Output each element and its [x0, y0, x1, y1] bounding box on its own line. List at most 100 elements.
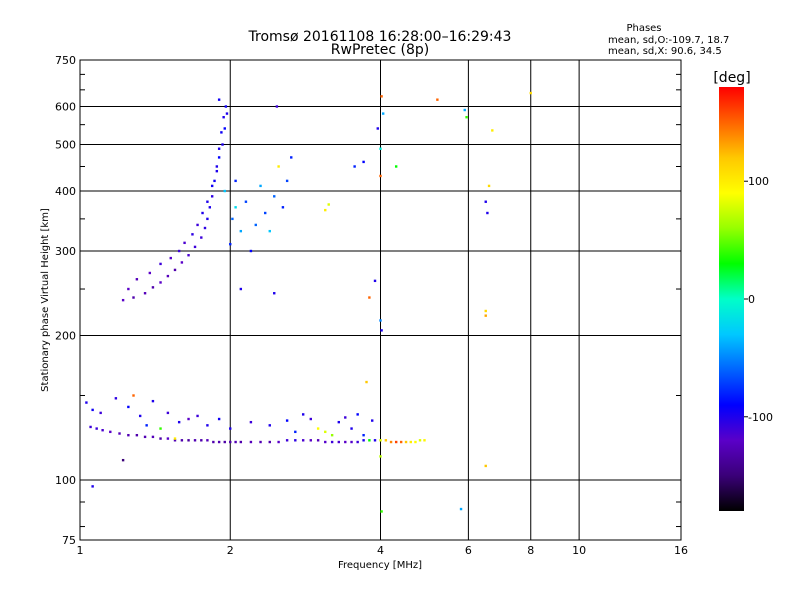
- data-point: [394, 440, 398, 444]
- data-point: [143, 292, 147, 295]
- data-point: [365, 380, 368, 384]
- data-point: [132, 296, 135, 299]
- data-point: [234, 179, 237, 183]
- data-point: [259, 184, 262, 188]
- data-point: [206, 217, 209, 221]
- data-point: [484, 309, 487, 313]
- data-point: [423, 439, 426, 442]
- data-point: [173, 439, 177, 442]
- data-point: [223, 189, 226, 193]
- data-point: [356, 440, 359, 444]
- data-point: [244, 200, 248, 203]
- data-point: [135, 278, 139, 281]
- data-point: [491, 129, 494, 132]
- data-point: [294, 430, 297, 434]
- data-point: [350, 427, 353, 430]
- data-point: [222, 116, 225, 119]
- data-point: [127, 405, 130, 409]
- data-point: [118, 432, 121, 435]
- data-point: [379, 147, 382, 150]
- data-point: [344, 416, 347, 419]
- data-point: [277, 165, 280, 168]
- colorbar-tick-label: -100: [748, 411, 773, 424]
- colorbar-label: [deg]: [713, 70, 750, 86]
- data-point: [177, 420, 181, 424]
- data-point: [217, 440, 221, 444]
- data-point: [187, 439, 190, 442]
- data-point: [127, 433, 130, 437]
- data-point: [191, 233, 194, 236]
- data-point: [294, 439, 297, 442]
- data-point: [301, 439, 305, 442]
- data-point: [275, 105, 279, 108]
- y-tick-label: 100: [55, 474, 76, 487]
- y-tick-label: 750: [55, 54, 76, 67]
- data-points: [85, 91, 532, 513]
- data-point: [143, 435, 147, 439]
- data-point: [217, 147, 221, 150]
- data-point: [316, 427, 320, 430]
- colorbar: [719, 87, 744, 511]
- chart-title: Tromsø 20161108 16:28:00–16:29:43: [248, 29, 512, 45]
- y-axis-label: Stationary phase Virtual Height [km]: [40, 208, 51, 392]
- data-point: [327, 203, 330, 206]
- x-tick-label: 4: [377, 544, 384, 557]
- data-point: [337, 440, 341, 444]
- data-point: [330, 433, 334, 437]
- data-point: [254, 223, 257, 227]
- data-point: [159, 437, 162, 440]
- data-point: [109, 430, 112, 434]
- data-point: [362, 160, 365, 164]
- data-point: [373, 439, 377, 442]
- data-point: [193, 439, 197, 442]
- data-point: [217, 98, 221, 101]
- data-point: [268, 424, 271, 427]
- data-point: [373, 279, 377, 283]
- data-point: [91, 408, 94, 412]
- data-point: [95, 427, 98, 430]
- data-point: [379, 439, 382, 442]
- data-point: [414, 440, 417, 444]
- x-tick-label: 8: [527, 544, 534, 557]
- data-point: [151, 399, 155, 403]
- data-point: [229, 440, 232, 444]
- data-point: [210, 195, 214, 198]
- data-point: [487, 184, 491, 188]
- data-point: [337, 420, 341, 424]
- data-point: [180, 261, 184, 264]
- data-point: [463, 108, 466, 112]
- data-point: [206, 424, 209, 427]
- data-point: [484, 464, 487, 468]
- data-point: [217, 417, 221, 421]
- data-point: [145, 424, 148, 427]
- data-point: [379, 319, 382, 322]
- data-point: [484, 200, 487, 203]
- data-point: [213, 179, 216, 183]
- data-point: [159, 262, 162, 266]
- data-point: [344, 440, 347, 444]
- data-point: [201, 211, 204, 215]
- colorbar-ticks: 100 0 -100: [744, 175, 773, 424]
- x-tick-label: 16: [674, 544, 688, 557]
- data-point: [268, 440, 271, 444]
- data-point: [404, 440, 408, 444]
- data-point: [362, 439, 365, 442]
- data-point: [196, 223, 199, 227]
- data-point: [316, 439, 320, 442]
- x-axis-label: Frequency [MHz]: [338, 560, 422, 571]
- data-point: [264, 211, 267, 215]
- data-point: [324, 430, 327, 434]
- data-point: [394, 165, 398, 168]
- data-point: [285, 179, 289, 183]
- data-point: [173, 437, 177, 440]
- data-point: [281, 206, 285, 209]
- grid: [80, 60, 681, 540]
- data-point: [353, 165, 356, 168]
- data-point: [368, 439, 371, 442]
- y-tick-label: 500: [55, 139, 76, 152]
- plot-frame: [79, 59, 682, 541]
- x-tick-label: 6: [465, 544, 472, 557]
- data-point: [234, 206, 237, 209]
- data-point: [200, 439, 203, 442]
- data-point: [215, 165, 219, 168]
